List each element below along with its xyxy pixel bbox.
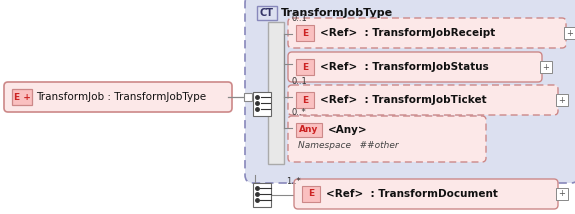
- Bar: [556, 94, 568, 106]
- Bar: [244, 93, 252, 101]
- Text: E: E: [302, 28, 308, 37]
- Bar: [253, 92, 271, 116]
- Bar: [296, 123, 322, 137]
- Text: Namespace   ##other: Namespace ##other: [298, 141, 398, 150]
- Text: E +: E +: [14, 92, 30, 101]
- Text: <Any>: <Any>: [328, 125, 367, 135]
- FancyBboxPatch shape: [288, 52, 542, 82]
- Text: +: +: [566, 28, 573, 37]
- Bar: [253, 183, 271, 207]
- Text: E: E: [302, 62, 308, 71]
- FancyBboxPatch shape: [288, 116, 486, 162]
- Bar: [564, 27, 575, 39]
- Text: TransformJobType: TransformJobType: [281, 8, 393, 18]
- Text: E: E: [308, 190, 314, 199]
- Bar: [268, 22, 284, 164]
- Text: CT: CT: [260, 8, 274, 18]
- Text: 0..*: 0..*: [292, 107, 306, 116]
- Bar: [302, 186, 320, 202]
- Text: 0..1: 0..1: [292, 13, 308, 22]
- FancyBboxPatch shape: [294, 179, 558, 209]
- Text: <Ref>  : TransformJobTicket: <Ref> : TransformJobTicket: [320, 95, 486, 105]
- Text: Any: Any: [300, 125, 319, 135]
- FancyBboxPatch shape: [288, 18, 566, 48]
- Text: <Ref>  : TransformDocument: <Ref> : TransformDocument: [326, 189, 498, 199]
- Text: TransformJob : TransformJobType: TransformJob : TransformJobType: [36, 92, 206, 102]
- Bar: [296, 92, 314, 108]
- Bar: [556, 188, 568, 200]
- FancyBboxPatch shape: [245, 0, 575, 183]
- Bar: [296, 25, 314, 41]
- Text: +: +: [558, 95, 565, 104]
- Bar: [540, 61, 552, 73]
- Text: +: +: [558, 190, 565, 199]
- Bar: [12, 89, 32, 105]
- Text: <Ref>  : TransformJobReceipt: <Ref> : TransformJobReceipt: [320, 28, 495, 38]
- Text: <Ref>  : TransformJobStatus: <Ref> : TransformJobStatus: [320, 62, 489, 72]
- Text: E: E: [302, 95, 308, 104]
- Text: 1..*: 1..*: [286, 177, 301, 186]
- FancyBboxPatch shape: [4, 82, 232, 112]
- Bar: [296, 59, 314, 75]
- Bar: [257, 6, 277, 20]
- Text: +: +: [543, 62, 550, 71]
- Text: 0..1: 0..1: [292, 76, 308, 86]
- FancyBboxPatch shape: [288, 85, 558, 115]
